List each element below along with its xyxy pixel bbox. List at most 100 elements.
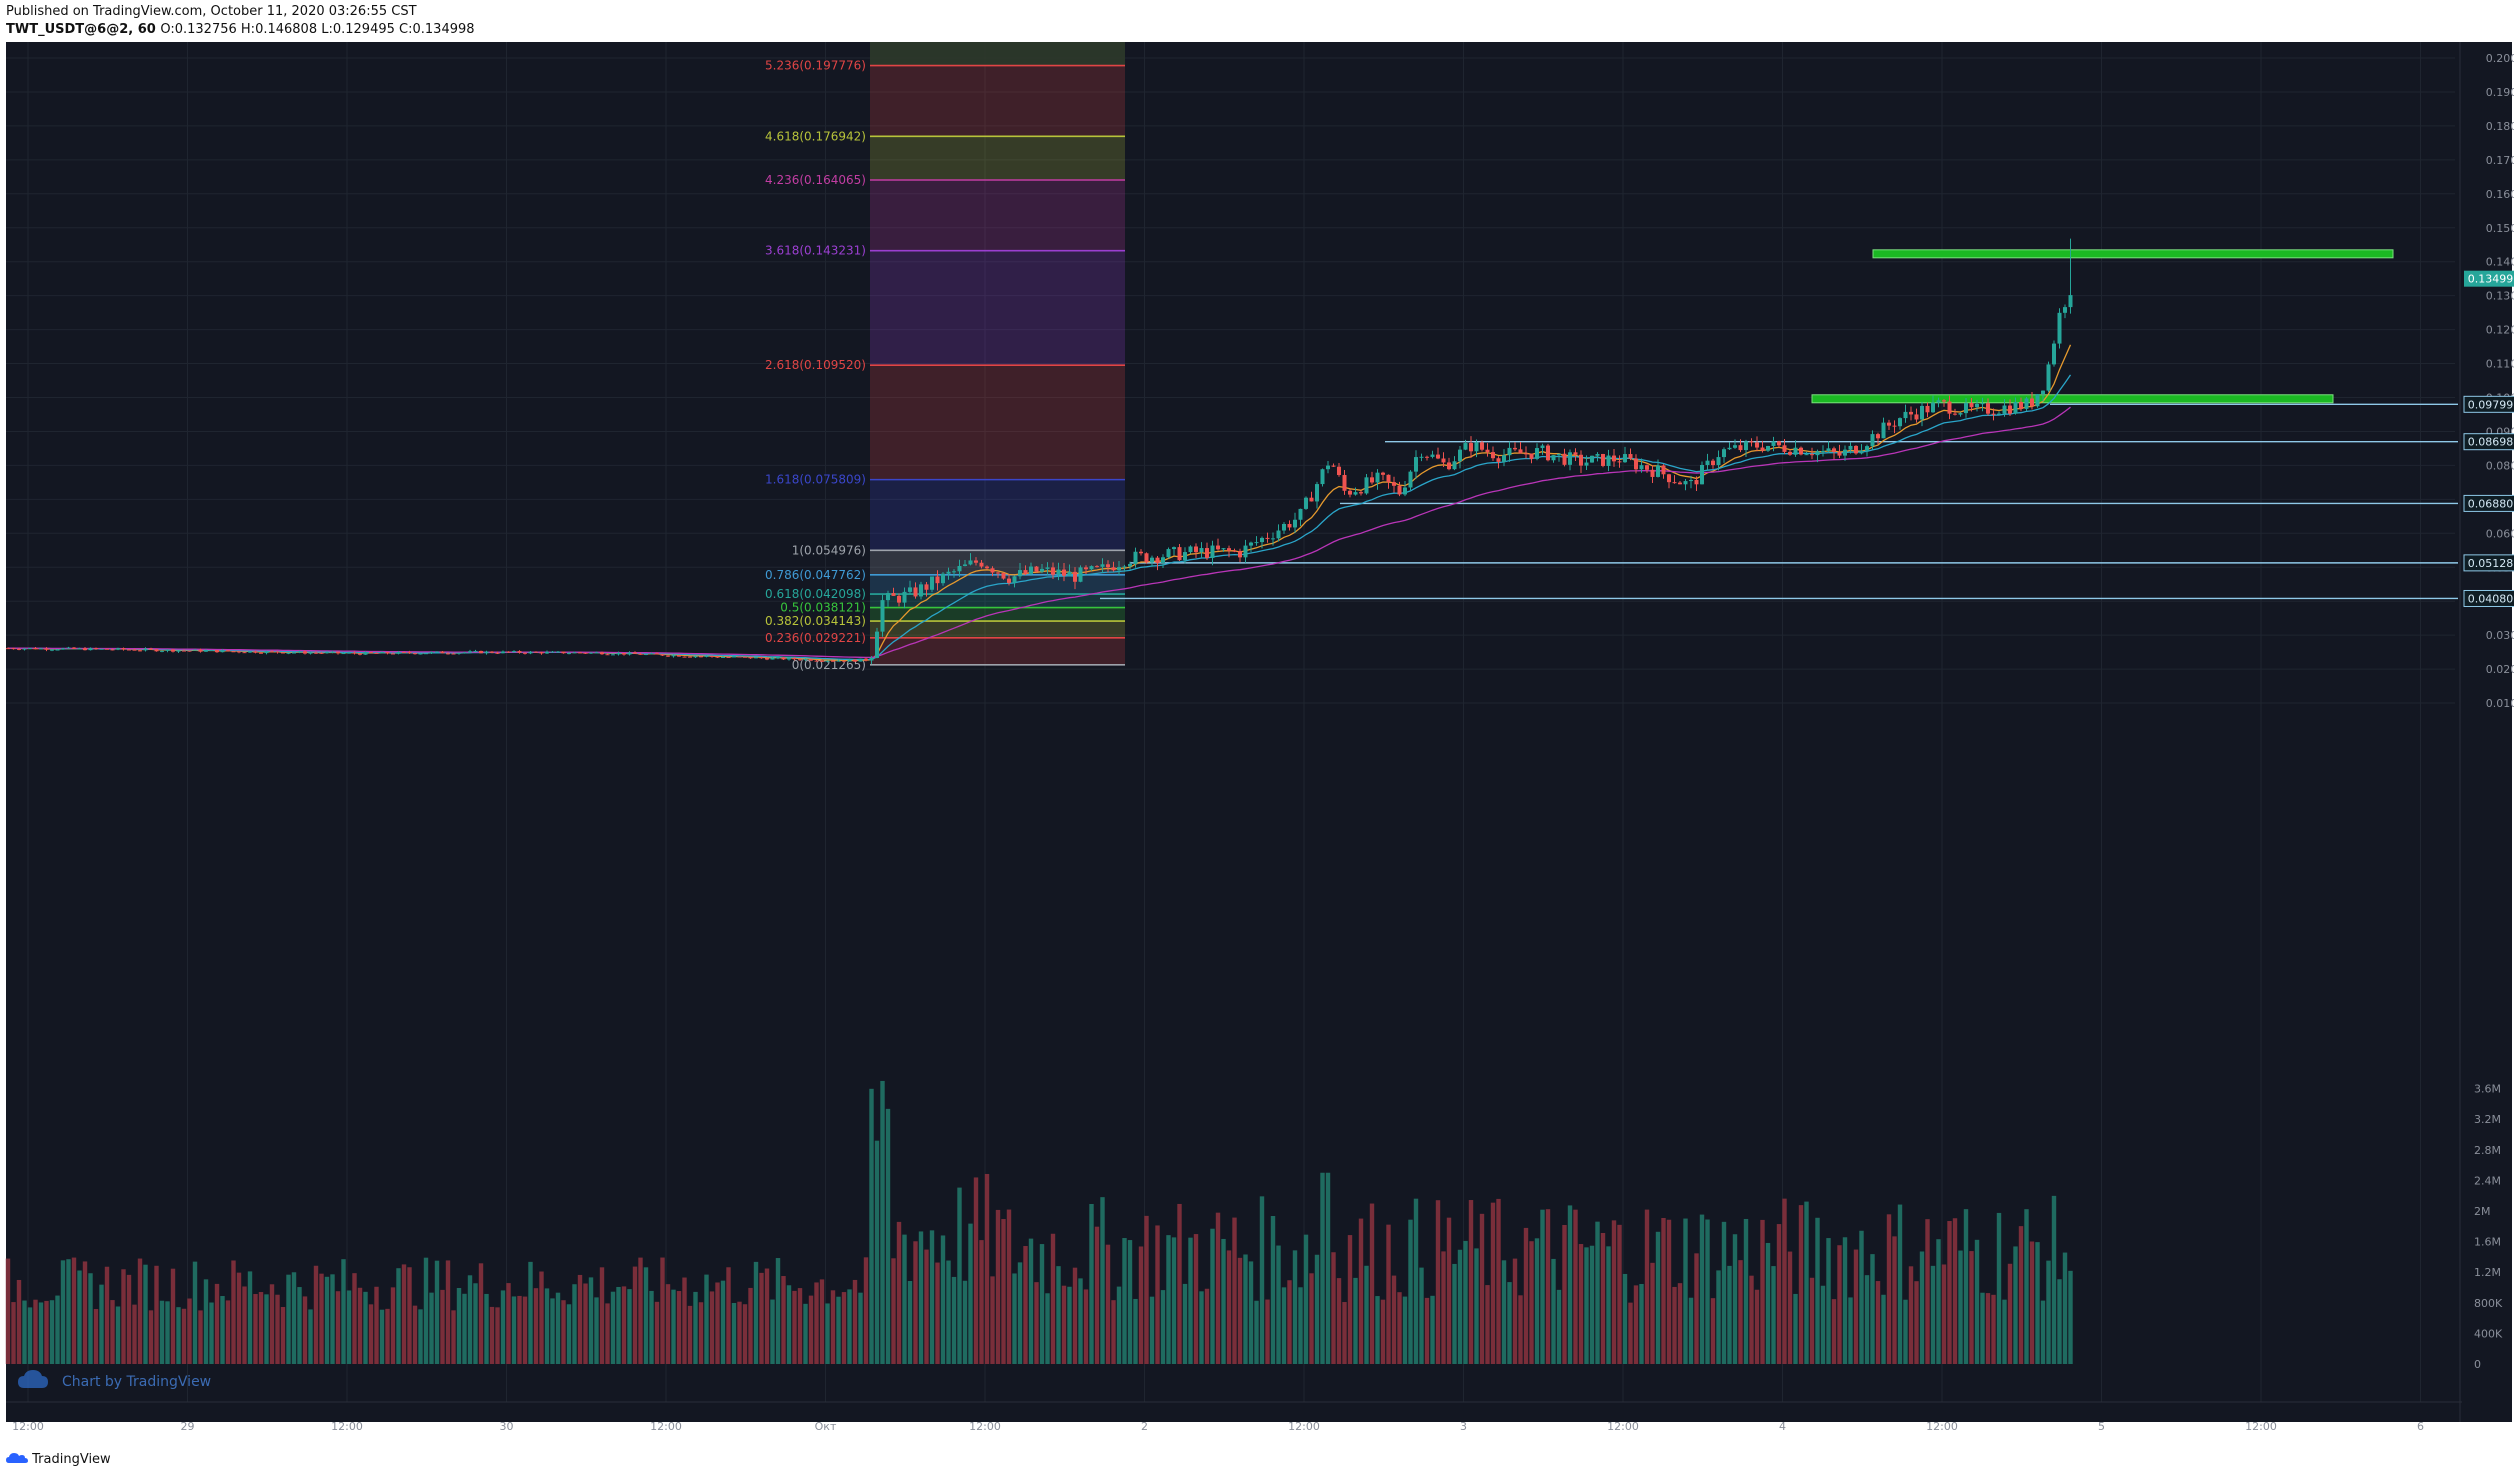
candle (495, 651, 500, 654)
candle (1243, 539, 1248, 563)
published-line: Published on TradingView.com, October 11… (6, 4, 417, 19)
volume-bar (770, 1299, 775, 1364)
candle-body (935, 576, 940, 584)
volume-bar (1870, 1254, 1875, 1364)
candle-body (1738, 445, 1743, 451)
chart-background (6, 42, 2512, 1422)
candle-body (1084, 567, 1088, 570)
volume-bar (231, 1260, 236, 1364)
candle (451, 652, 456, 655)
candle-body (1166, 549, 1171, 558)
candle-body (336, 651, 340, 654)
candle (407, 650, 412, 654)
volume-bars (5, 1080, 2073, 1364)
candle (1386, 474, 1391, 489)
candle-body (457, 652, 461, 654)
candle (737, 656, 742, 658)
candle (633, 651, 637, 654)
volume-bar (946, 1260, 951, 1364)
candle (1771, 436, 1776, 452)
candle-body (50, 649, 54, 651)
volume-bar (346, 1290, 352, 1364)
volume-bar (1677, 1283, 1683, 1364)
volume-bar (1298, 1287, 1303, 1364)
volume-bar (797, 1288, 803, 1364)
candle (396, 651, 401, 655)
volume-bar (1485, 1285, 1490, 1364)
volume-bar (2057, 1279, 2062, 1364)
volume-bar (830, 1290, 836, 1364)
candle-body (1782, 445, 1787, 452)
candle (776, 656, 780, 660)
volume-bar (1320, 1172, 1325, 1364)
candle (2057, 308, 2062, 349)
volume-bar (1138, 1246, 1144, 1364)
candle (1276, 524, 1281, 542)
candle (1689, 475, 1693, 489)
volume-bar (1144, 1215, 1149, 1364)
candle (1650, 465, 1655, 484)
candle (1986, 398, 1990, 416)
candle (858, 658, 863, 662)
price-chart[interactable]: 5.236(0.197776) 4.618(0.176942) 4.236(0.16… (0, 42, 2514, 1448)
candle-body (919, 584, 923, 597)
volume-bar (1914, 1281, 1919, 1364)
volume-bar (1072, 1267, 1078, 1364)
volume-bar (1996, 1212, 2002, 1364)
candle-body (270, 651, 274, 653)
volume-bar (330, 1274, 335, 1364)
volume-bar (814, 1282, 819, 1364)
volume-bar (1952, 1218, 1958, 1364)
candle-body (869, 657, 874, 661)
volume-bar (594, 1297, 599, 1364)
candle (435, 651, 439, 653)
candle (1128, 561, 1132, 570)
volume-bar (22, 1300, 27, 1364)
volume-bar (775, 1258, 781, 1364)
candle-body (2063, 307, 2067, 313)
candle (1023, 565, 1028, 576)
candle (1166, 547, 1171, 559)
candle (880, 594, 885, 637)
cloud-icon (6, 1453, 28, 1463)
candle (1227, 545, 1231, 558)
volume-bar (27, 1307, 33, 1364)
volume-bar (1397, 1292, 1402, 1364)
candle-body (1881, 422, 1886, 439)
candle (1106, 560, 1110, 573)
volume-bar (880, 1080, 885, 1364)
volume-bar (1644, 1209, 1650, 1364)
candle-body (561, 651, 566, 654)
candle-body (11, 648, 16, 650)
candle (770, 656, 775, 660)
candle-body (1843, 449, 1847, 456)
candle (1408, 470, 1413, 490)
candle (1012, 575, 1017, 588)
volume-bar (1413, 1198, 1419, 1364)
candle-body (1804, 454, 1809, 456)
volume-bar (1100, 1197, 1105, 1364)
candle (1799, 446, 1803, 456)
volume-bar (5, 1258, 11, 1364)
volume-bar (1303, 1234, 1309, 1364)
candle (1997, 411, 2001, 415)
candle (330, 650, 335, 654)
candle-body (358, 653, 362, 655)
candle-body (132, 649, 137, 651)
volume-bar (1875, 1281, 1881, 1364)
volume-bar (302, 1296, 308, 1364)
candle (1425, 455, 1429, 461)
candle-body (1799, 447, 1803, 455)
candle-body (1854, 445, 1858, 454)
volume-bar (297, 1287, 302, 1364)
volume-bar (368, 1304, 374, 1364)
candle-body (699, 656, 703, 658)
candle-body (127, 649, 131, 651)
candle (1188, 545, 1193, 554)
candle (853, 659, 857, 662)
tradingview-logo[interactable]: TradingView (6, 1452, 111, 1467)
volume-bar (1479, 1213, 1485, 1364)
chart-footer: TradingView (0, 1448, 2514, 1473)
candle (303, 650, 307, 655)
candle-body (820, 660, 824, 662)
